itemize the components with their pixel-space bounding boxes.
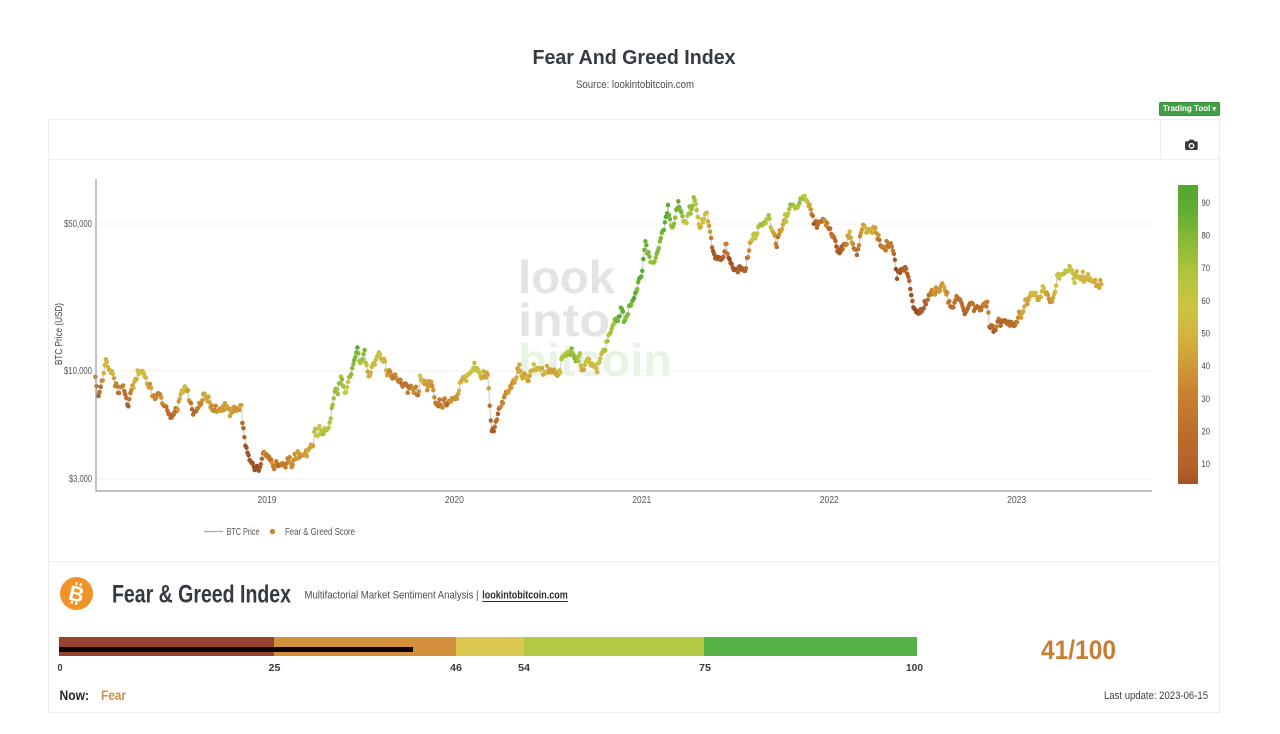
svg-text:BTC Price (USD): BTC Price (USD) xyxy=(54,303,65,365)
svg-text:bitcoin: bitcoin xyxy=(518,334,672,386)
svg-text:60: 60 xyxy=(1202,296,1211,306)
svg-text:Multifactorial Market Sentimen: Multifactorial Market Sentiment Analysis… xyxy=(305,590,479,602)
svg-text:46: 46 xyxy=(450,663,462,674)
svg-text:70: 70 xyxy=(1202,263,1211,273)
svg-text:2023: 2023 xyxy=(1007,495,1026,506)
svg-text:look: look xyxy=(518,251,615,303)
svg-text:41/100: 41/100 xyxy=(1041,635,1116,665)
svg-text:Source: lookintobitcoin.com: Source: lookintobitcoin.com xyxy=(576,79,694,91)
svg-text:BTC Price: BTC Price xyxy=(227,527,260,538)
svg-text:2019: 2019 xyxy=(258,495,277,506)
svg-text:75: 75 xyxy=(699,663,711,674)
svg-text:40: 40 xyxy=(1202,361,1211,371)
svg-text:Last update: 2023-06-15: Last update: 2023-06-15 xyxy=(1104,690,1208,702)
svg-text:lookintobitcoin.com: lookintobitcoin.com xyxy=(482,590,568,602)
svg-text:54: 54 xyxy=(518,663,530,674)
svg-text:Fear And Greed Index: Fear And Greed Index xyxy=(533,47,736,69)
svg-text:Fear & Greed Index: Fear & Greed Index xyxy=(112,581,291,609)
svg-text:Fear: Fear xyxy=(101,687,126,703)
svg-text:0: 0 xyxy=(58,663,63,674)
svg-text:Now:: Now: xyxy=(60,687,90,703)
svg-text:100: 100 xyxy=(906,663,923,674)
svg-text:2022: 2022 xyxy=(820,495,839,506)
svg-text:20: 20 xyxy=(1202,426,1211,436)
svg-text:$50,000: $50,000 xyxy=(64,219,92,230)
svg-text:$10,000: $10,000 xyxy=(64,366,92,377)
svg-text:$3,000: $3,000 xyxy=(69,474,92,485)
svg-text:2020: 2020 xyxy=(445,495,464,506)
svg-text:10: 10 xyxy=(1202,459,1211,469)
svg-text:Fear & Greed Score: Fear & Greed Score xyxy=(285,527,355,538)
svg-text:30: 30 xyxy=(1202,394,1211,404)
svg-text:2021: 2021 xyxy=(632,495,651,506)
svg-text:25: 25 xyxy=(269,663,281,674)
svg-text:into: into xyxy=(518,294,610,346)
svg-text:90: 90 xyxy=(1202,198,1211,208)
svg-text:50: 50 xyxy=(1202,329,1211,339)
svg-text:80: 80 xyxy=(1202,231,1211,241)
